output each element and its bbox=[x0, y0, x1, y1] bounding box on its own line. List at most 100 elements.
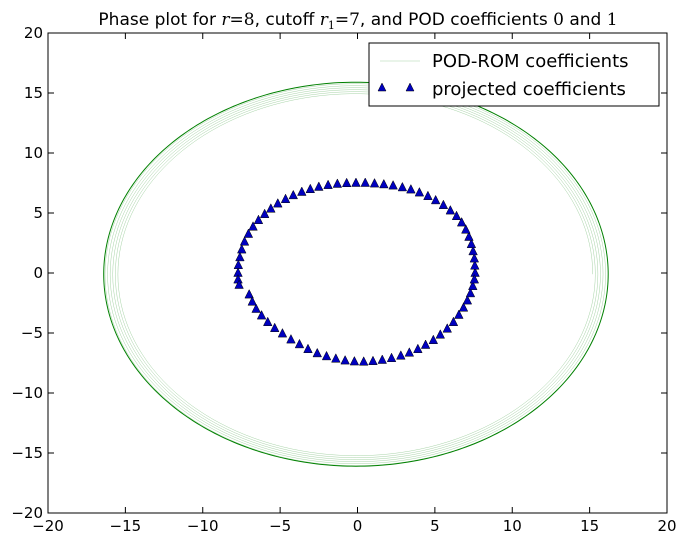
projected-marker bbox=[397, 181, 408, 192]
projected-marker bbox=[235, 251, 245, 262]
title-middle: , and POD coefficients bbox=[360, 10, 553, 30]
projected-marker bbox=[349, 356, 360, 366]
y-tick-label: −20 bbox=[11, 504, 43, 522]
legend-label-projected: projected coefficients bbox=[432, 79, 626, 100]
projected-marker bbox=[239, 236, 250, 246]
title-r1-value: 7 bbox=[349, 10, 360, 30]
pod-rom-line bbox=[104, 83, 609, 466]
projected-marker bbox=[270, 322, 280, 332]
projected-marker bbox=[331, 353, 341, 363]
title-r-symbol: r bbox=[221, 10, 230, 30]
projected-marker bbox=[312, 347, 322, 358]
projected-marker bbox=[466, 238, 477, 248]
projected-marker bbox=[464, 231, 474, 241]
chart-title: Phase plot for r=8, cutoff r1=7, and POD… bbox=[98, 10, 617, 32]
title-prefix: Phase plot for bbox=[98, 10, 221, 30]
y-tick-label: −15 bbox=[11, 444, 43, 462]
title-equals-1: = bbox=[230, 10, 244, 30]
y-tick-label: −10 bbox=[11, 384, 43, 402]
projected-marker bbox=[305, 183, 316, 193]
projected-marker bbox=[465, 287, 476, 298]
projected-marker bbox=[413, 343, 423, 353]
projected-marker bbox=[423, 190, 433, 200]
projected-marker bbox=[468, 245, 478, 256]
title-cutoff-word: , cutoff bbox=[255, 10, 320, 30]
projected-marker bbox=[303, 343, 313, 353]
title-r1-symbol: r bbox=[320, 10, 329, 30]
projected-marker bbox=[469, 274, 480, 284]
pod-rom-series bbox=[103, 81, 609, 467]
projected-marker bbox=[377, 354, 387, 364]
x-tick-label: −15 bbox=[110, 517, 142, 535]
projected-marker bbox=[386, 352, 397, 362]
projected-marker bbox=[435, 329, 445, 339]
projected-marker bbox=[247, 296, 257, 306]
x-tick-label: 10 bbox=[503, 517, 522, 535]
x-tick-label: −5 bbox=[269, 517, 291, 535]
projected-marker bbox=[248, 221, 258, 231]
y-tick-label: 5 bbox=[33, 204, 43, 222]
projected-marker bbox=[462, 295, 473, 305]
projected-marker bbox=[273, 198, 283, 208]
projected-marker bbox=[360, 177, 370, 187]
projected-marker bbox=[351, 177, 361, 187]
projected-marker bbox=[470, 260, 480, 270]
projected-marker bbox=[277, 328, 288, 338]
legend-label-pod-rom: POD-ROM coefficients bbox=[432, 51, 629, 72]
projected-marker bbox=[256, 310, 267, 320]
projected-marker bbox=[369, 178, 380, 188]
projected-marker bbox=[428, 334, 439, 344]
projected-marker bbox=[340, 355, 350, 365]
legend-marker-2 bbox=[405, 82, 415, 92]
projected-marker bbox=[396, 350, 406, 360]
legend: POD-ROM coefficients projected coefficie… bbox=[368, 42, 660, 107]
projected-marker bbox=[341, 177, 352, 187]
y-tick-label: 0 bbox=[33, 264, 43, 282]
projected-marker bbox=[388, 180, 398, 190]
title-and-word: and bbox=[564, 10, 607, 30]
projected-marker bbox=[468, 280, 478, 290]
plot-frame bbox=[47, 32, 668, 514]
projected-series bbox=[233, 177, 480, 366]
y-tick-label: 15 bbox=[24, 84, 43, 102]
projected-marker bbox=[404, 347, 415, 357]
projected-marker bbox=[368, 355, 378, 365]
title-r-value: 8 bbox=[244, 10, 255, 30]
projected-marker bbox=[438, 199, 449, 209]
title-r1-subscript: 1 bbox=[328, 19, 335, 32]
projected-marker bbox=[323, 179, 333, 189]
title-equals-2: = bbox=[335, 10, 349, 30]
projected-marker bbox=[406, 184, 416, 194]
projected-marker bbox=[442, 323, 452, 333]
projected-marker bbox=[469, 253, 480, 263]
legend-marker-1 bbox=[377, 82, 387, 92]
projected-marker bbox=[286, 334, 296, 344]
projected-marker bbox=[451, 210, 462, 220]
projected-marker bbox=[294, 338, 305, 349]
projected-marker bbox=[430, 194, 441, 205]
x-tick-label: 5 bbox=[430, 517, 440, 535]
pod-rom-outer-orbit bbox=[103, 81, 609, 467]
projected-marker bbox=[251, 303, 261, 313]
projected-marker bbox=[358, 356, 369, 366]
x-tick-label: −10 bbox=[187, 517, 219, 535]
projected-marker bbox=[243, 228, 254, 238]
y-tick-label: 20 bbox=[24, 24, 43, 42]
projected-marker bbox=[456, 217, 467, 227]
legend-box bbox=[368, 42, 660, 107]
projected-marker bbox=[234, 279, 244, 289]
projected-marker bbox=[458, 302, 469, 312]
projected-marker bbox=[461, 224, 471, 234]
projected-marker bbox=[253, 214, 264, 224]
x-tick-label: 15 bbox=[580, 517, 599, 535]
title-coef-a: 0 bbox=[553, 10, 564, 30]
projected-marker bbox=[314, 181, 324, 191]
projected-marker bbox=[445, 205, 456, 215]
projected-marker bbox=[321, 350, 332, 361]
projected-marker bbox=[414, 187, 425, 197]
projected-marker bbox=[263, 316, 273, 326]
projected-marker bbox=[244, 289, 254, 299]
x-tick-label: 0 bbox=[353, 517, 363, 535]
projected-marker bbox=[233, 259, 244, 269]
